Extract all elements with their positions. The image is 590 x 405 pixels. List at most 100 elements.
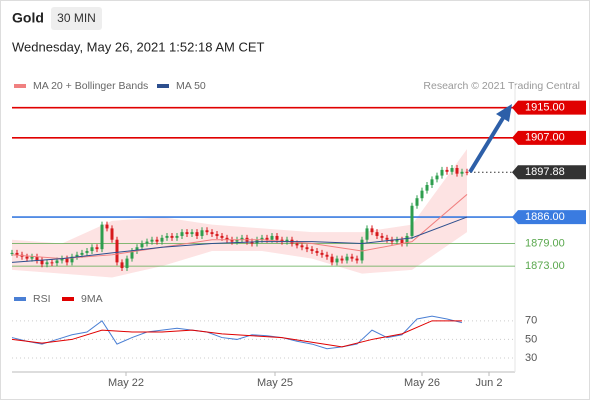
candle — [50, 262, 54, 264]
y-tick-label: 70 — [525, 315, 537, 327]
candle — [135, 247, 139, 252]
candle — [460, 171, 464, 174]
level-label: 1907.00 — [525, 132, 565, 144]
candle — [345, 256, 349, 261]
candle — [315, 251, 319, 253]
candle — [210, 232, 214, 235]
subtitle: Wednesday, May 26, 2021 1:52:18 AM CET — [12, 39, 264, 54]
candle — [155, 239, 159, 242]
candle — [440, 169, 444, 176]
candle — [170, 235, 174, 238]
bollinger-band — [12, 149, 467, 278]
x-tick-label: May 26 — [404, 377, 440, 389]
candle — [60, 258, 64, 261]
candle — [175, 235, 179, 238]
candle — [380, 235, 384, 238]
x-tick-label: Jun 2 — [476, 377, 503, 389]
candle — [55, 260, 59, 264]
level-tag — [512, 165, 586, 180]
candle — [130, 251, 134, 259]
candle — [335, 258, 339, 263]
candle — [125, 258, 129, 269]
candle — [280, 239, 284, 242]
candle — [270, 235, 274, 240]
candle — [145, 241, 149, 244]
candle — [75, 254, 79, 257]
legend-label: MA 50 — [176, 80, 206, 92]
level-label: 1915.00 — [525, 102, 565, 114]
candle — [320, 252, 324, 255]
candle — [165, 235, 169, 238]
candle — [260, 237, 264, 240]
candle — [330, 256, 334, 263]
candle — [85, 251, 89, 253]
candle — [420, 190, 424, 199]
candle — [10, 252, 14, 254]
legend-swatch — [14, 297, 26, 301]
candle — [455, 168, 459, 174]
candle — [105, 224, 109, 229]
candle — [275, 235, 279, 240]
arrow-head — [496, 104, 512, 122]
candle — [45, 262, 49, 265]
candle — [225, 237, 229, 240]
candle — [220, 235, 224, 238]
ma-line — [11, 216, 468, 263]
candle — [200, 230, 204, 236]
candle — [450, 168, 454, 172]
level-label: 1873.00 — [525, 260, 565, 272]
candle — [360, 239, 364, 261]
candle — [70, 256, 74, 263]
candle — [445, 169, 449, 172]
legend-swatch — [62, 297, 74, 301]
candle — [405, 235, 409, 244]
candle — [390, 239, 394, 242]
legend-swatch — [157, 84, 169, 88]
timeframe[interactable]: 30 MIN — [57, 11, 96, 25]
y-tick-label: 30 — [525, 352, 537, 364]
candle — [325, 254, 329, 257]
level-label: 1886.00 — [525, 211, 565, 223]
candle — [310, 249, 314, 252]
candle — [180, 232, 184, 236]
candle — [95, 247, 99, 250]
candle — [435, 175, 439, 180]
candle — [185, 232, 189, 235]
candle — [195, 232, 199, 236]
candle — [465, 171, 469, 173]
line-series — [11, 320, 462, 348]
timeframe-box[interactable] — [51, 7, 102, 30]
candle — [205, 230, 209, 233]
source: Research © 2021 Trading Central — [423, 80, 580, 92]
candle — [375, 232, 379, 236]
plot: 1915.00 1907.00 1897.88 1886.00 1879.00 1873.… — [10, 80, 586, 389]
candle — [285, 239, 289, 242]
candle — [90, 247, 94, 252]
chart-title: Gold — [12, 10, 44, 26]
candle — [110, 228, 114, 240]
candle — [115, 239, 119, 263]
legend-swatch — [14, 84, 26, 88]
candle — [300, 245, 304, 248]
candle — [80, 252, 84, 255]
candle — [140, 243, 144, 248]
candle — [40, 260, 44, 265]
ma-line — [11, 194, 468, 260]
x-tick-label: May 25 — [257, 377, 293, 389]
line-series — [11, 315, 463, 350]
candle — [25, 256, 29, 259]
candle — [120, 262, 124, 269]
candle — [240, 237, 244, 240]
candle — [250, 241, 254, 244]
y-tick-label: 50 — [525, 333, 537, 345]
candle — [160, 237, 164, 242]
level-tag — [512, 100, 586, 115]
level-tag — [512, 130, 586, 145]
candle — [395, 239, 399, 242]
candle — [340, 258, 344, 261]
candle — [230, 239, 234, 242]
candle — [235, 239, 239, 242]
x-tick-label: May 22 — [108, 377, 144, 389]
candle — [430, 179, 434, 185]
